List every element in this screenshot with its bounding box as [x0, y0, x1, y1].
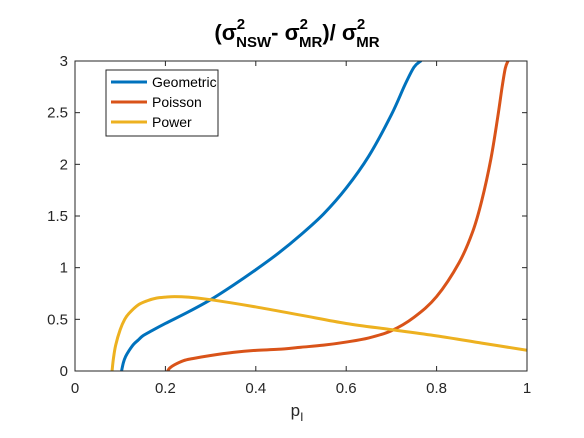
x-tick-label: 0 — [71, 380, 79, 397]
chart-title: (σ2 NSW- σ2 MR)/ σ2 MR — [214, 16, 379, 51]
title-sub1: NSW — [236, 34, 272, 51]
x-tick-label: 0.6 — [336, 380, 357, 397]
title-sup1: 2 — [237, 16, 245, 33]
x-axis-ticks: 0 0.2 0.4 0.6 0.8 1 — [71, 61, 531, 397]
series-line-poisson — [166, 61, 510, 371]
y-tick-label: 2.5 — [47, 105, 68, 122]
y-tick-label: 2 — [60, 156, 68, 173]
title-sup2: 2 — [300, 16, 308, 33]
y-axis-ticks: 0 0.5 1 1.5 2 2.5 3 — [47, 53, 527, 380]
title-sup3: 2 — [357, 16, 365, 33]
legend-label-poisson: Poisson — [152, 94, 202, 110]
x-axis-label-sub: I — [300, 410, 303, 424]
x-axis-label-main: p — [291, 401, 300, 420]
title-sub3: MR — [356, 34, 379, 51]
legend: Geometric Poisson Power — [105, 69, 219, 137]
y-tick-label: 1.5 — [47, 208, 68, 225]
title-mid: - σ — [271, 20, 300, 45]
title-open: (σ — [214, 20, 236, 45]
title-div: )/ σ — [322, 20, 357, 45]
legend-label-power: Power — [152, 114, 192, 130]
y-tick-label: 3 — [60, 53, 68, 70]
y-tick-label: 0.5 — [47, 311, 68, 328]
x-tick-label: 0.2 — [155, 380, 176, 397]
series-line-geometric — [120, 61, 423, 371]
series-layer — [110, 61, 527, 371]
y-tick-label: 1 — [60, 260, 68, 277]
legend-label-geometric: Geometric — [152, 74, 217, 90]
legend-items: Geometric Poisson Power — [111, 74, 217, 130]
title-sub2: MR — [299, 34, 322, 51]
x-tick-label: 1 — [523, 380, 531, 397]
series-line-power — [110, 295, 527, 371]
x-axis-label: pI — [291, 401, 304, 424]
x-tick-label: 0.8 — [426, 380, 447, 397]
x-tick-label: 0.4 — [245, 380, 266, 397]
y-tick-label: 0 — [60, 363, 68, 380]
